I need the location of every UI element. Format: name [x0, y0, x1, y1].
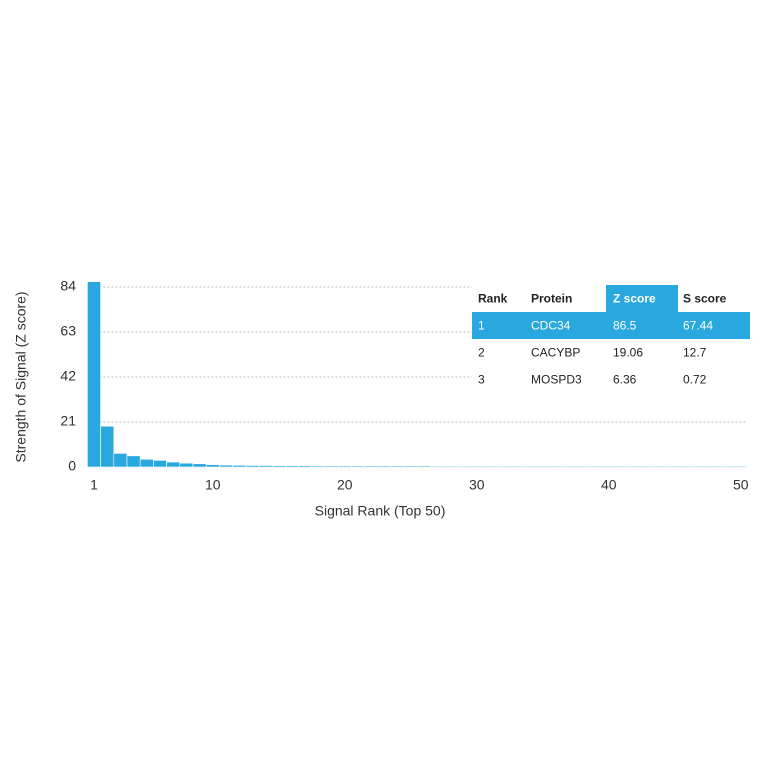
x-tick-label: 40 [601, 477, 617, 493]
bar [720, 465, 735, 468]
bar [681, 465, 695, 468]
bar [311, 465, 326, 468]
bar [337, 465, 352, 468]
x-axis-label: Signal Rank (Top 50) [315, 503, 446, 519]
bar [390, 465, 405, 468]
table-cell: 3 [478, 373, 485, 387]
table-cell: 6.36 [613, 373, 637, 387]
bar [483, 465, 497, 468]
table-header: S score [683, 292, 727, 306]
header-highlight [606, 285, 678, 312]
table-cell: CACYBP [531, 346, 580, 360]
bar [377, 465, 392, 468]
y-axis-label: Strength of Signal (Z score) [13, 291, 29, 462]
bar [641, 465, 656, 468]
bar [707, 465, 722, 468]
bar [509, 465, 524, 468]
bar [575, 465, 590, 468]
table-cell: 1 [478, 319, 485, 333]
y-tick-label: 84 [60, 278, 76, 294]
table-header: Z score [613, 292, 656, 306]
bar [469, 465, 484, 468]
bar [456, 465, 471, 468]
bar [324, 465, 339, 468]
bar [522, 465, 537, 468]
table-cell: 67.44 [683, 319, 713, 333]
bar [535, 465, 550, 468]
bar [258, 465, 273, 468]
table-cell: MOSPD3 [531, 373, 582, 387]
y-tick-label: 0 [68, 458, 76, 474]
bar [694, 465, 709, 468]
table-cell: 86.5 [613, 319, 637, 333]
bar [139, 458, 154, 468]
table-header: Protein [531, 292, 572, 306]
bar [298, 465, 313, 468]
bar [192, 463, 207, 468]
bar [496, 465, 511, 468]
bar [126, 455, 141, 468]
table-cell: 0.72 [683, 373, 707, 387]
table-cell: 19.06 [613, 346, 643, 360]
table-header: Rank [478, 292, 508, 306]
bar [443, 465, 458, 468]
bar [113, 453, 128, 468]
bar [219, 464, 233, 468]
bar [667, 465, 682, 468]
bar [628, 465, 643, 468]
bar [549, 465, 563, 468]
x-tick-label: 50 [733, 477, 749, 493]
x-tick-label: 10 [205, 477, 221, 493]
bar [654, 465, 669, 468]
bar [271, 465, 286, 468]
x-tick-label: 1 [90, 477, 98, 493]
bar [601, 465, 616, 468]
y-tick-label: 63 [60, 323, 76, 339]
bar [232, 464, 247, 468]
x-tick-label: 30 [469, 477, 485, 493]
bar [100, 425, 115, 468]
bar [153, 460, 167, 468]
bar [615, 465, 629, 468]
table-cell: CDC34 [531, 319, 571, 333]
bar [179, 462, 194, 468]
bar [285, 465, 299, 468]
table-cell: 2 [478, 346, 485, 360]
y-tick-label: 21 [60, 413, 76, 429]
bar [351, 465, 365, 468]
bar [87, 281, 101, 468]
bar [733, 465, 748, 468]
x-tick-label: 20 [337, 477, 353, 493]
bar [588, 465, 603, 468]
bar [417, 465, 431, 468]
bar [403, 465, 418, 468]
bar [430, 465, 445, 468]
table-cell: 12.7 [683, 346, 707, 360]
bar [562, 465, 577, 468]
bar [166, 461, 181, 468]
bar [245, 465, 260, 468]
bar [364, 465, 379, 468]
bar [205, 464, 220, 468]
y-tick-label: 42 [60, 368, 76, 384]
row-highlight [472, 312, 750, 339]
